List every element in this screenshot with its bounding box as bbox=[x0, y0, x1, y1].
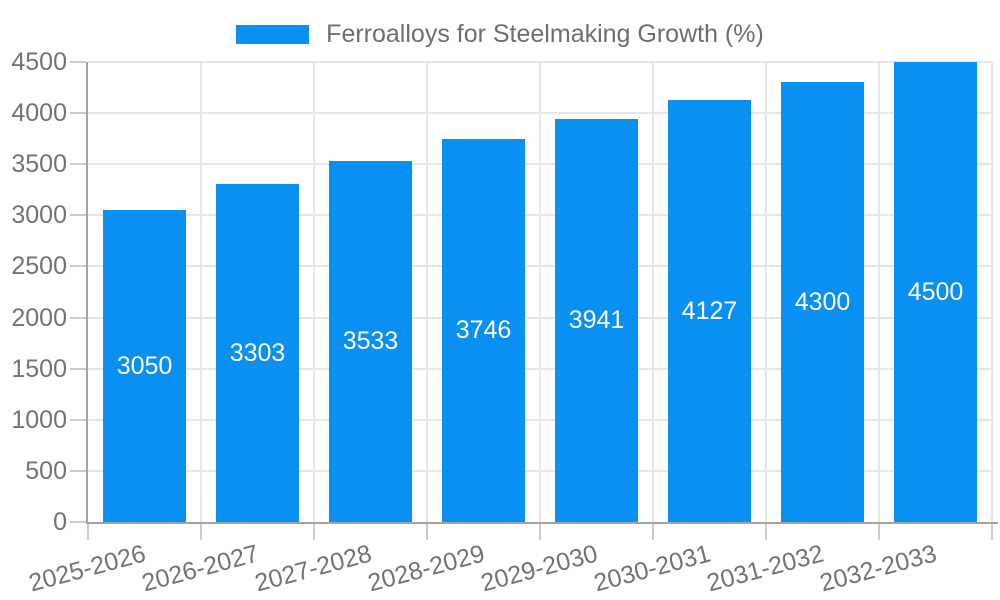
gridline-vertical bbox=[313, 62, 315, 522]
bar-value-label: 3746 bbox=[455, 316, 512, 345]
gridline-vertical bbox=[539, 62, 541, 522]
y-tick-label: 0 bbox=[53, 508, 67, 536]
x-axis-tick bbox=[652, 524, 654, 540]
bar[interactable]: 3941 bbox=[555, 119, 638, 522]
chart-legend[interactable]: Ferroalloys for Steelmaking Growth (%) bbox=[0, 19, 1000, 49]
bar-value-label: 4500 bbox=[907, 277, 964, 306]
legend-swatch bbox=[236, 24, 310, 44]
y-axis-tick bbox=[70, 367, 86, 370]
y-axis-tick bbox=[70, 112, 86, 115]
y-axis-tick bbox=[70, 469, 86, 472]
x-axis-tick bbox=[87, 524, 89, 540]
x-axis-tick bbox=[426, 524, 428, 540]
y-tick-label: 2500 bbox=[11, 252, 67, 281]
bar-value-label: 3941 bbox=[568, 306, 625, 335]
y-tick-label: 4000 bbox=[11, 99, 67, 128]
bar[interactable]: 4300 bbox=[781, 82, 864, 522]
bar[interactable]: 4500 bbox=[894, 62, 977, 522]
gridline-vertical bbox=[878, 62, 880, 522]
y-tick-label: 4500 bbox=[11, 48, 67, 76]
x-axis-tick bbox=[313, 524, 315, 540]
bar[interactable]: 3303 bbox=[216, 184, 299, 522]
y-axis-tick bbox=[70, 521, 86, 523]
y-axis-tick bbox=[70, 163, 86, 166]
legend-label: Ferroalloys for Steelmaking Growth (%) bbox=[326, 20, 764, 48]
gridline-vertical bbox=[991, 62, 993, 522]
gridline-vertical bbox=[200, 62, 202, 522]
plot-area: 3050 3303 3533 3746 3941 4127 4300 4500 bbox=[88, 61, 993, 522]
bar-value-label: 3050 bbox=[116, 351, 173, 380]
y-axis-tick bbox=[70, 61, 86, 63]
bar[interactable]: 3746 bbox=[442, 139, 525, 522]
y-axis-tick bbox=[70, 214, 86, 217]
y-axis-line bbox=[86, 62, 88, 524]
x-axis-tick bbox=[200, 524, 202, 540]
y-axis-tick bbox=[70, 418, 86, 421]
bar-value-label: 3303 bbox=[229, 338, 286, 367]
x-axis-tick bbox=[991, 524, 993, 540]
y-tick-label: 2000 bbox=[11, 303, 67, 332]
bar-value-label: 3533 bbox=[342, 326, 399, 355]
y-tick-label: 500 bbox=[25, 456, 67, 485]
y-tick-label: 3000 bbox=[11, 201, 67, 230]
gridline-vertical bbox=[426, 62, 428, 522]
gridline-vertical bbox=[652, 62, 654, 522]
bar[interactable]: 3533 bbox=[329, 160, 412, 522]
gridline-vertical bbox=[765, 62, 767, 522]
x-axis-tick bbox=[765, 524, 767, 540]
x-axis-line bbox=[86, 522, 998, 524]
bar[interactable]: 4127 bbox=[668, 100, 751, 522]
x-axis-tick bbox=[878, 524, 880, 540]
y-tick-label: 3500 bbox=[11, 150, 67, 179]
bar-value-label: 4300 bbox=[794, 287, 851, 316]
y-axis-tick bbox=[70, 265, 86, 268]
y-tick-label: 1000 bbox=[11, 405, 67, 434]
y-axis-tick bbox=[70, 316, 86, 319]
x-axis-tick bbox=[539, 524, 541, 540]
bar-value-label: 4127 bbox=[681, 296, 738, 325]
y-tick-label: 1500 bbox=[11, 354, 67, 383]
bar[interactable]: 3050 bbox=[103, 210, 186, 522]
